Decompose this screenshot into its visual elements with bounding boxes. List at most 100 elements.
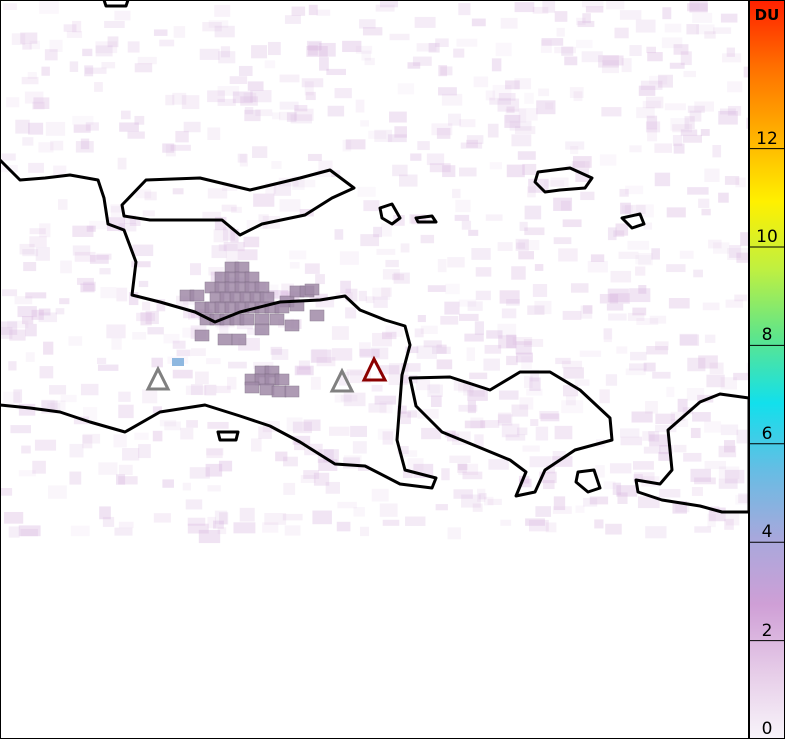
background-pixel xyxy=(501,308,517,319)
background-pixel xyxy=(447,257,465,268)
background-pixel xyxy=(119,122,139,132)
background-pixel xyxy=(587,260,608,273)
background-pixel xyxy=(300,475,316,484)
background-pixel xyxy=(397,411,418,418)
background-pixel xyxy=(172,340,186,349)
background-pixel xyxy=(605,523,622,535)
background-pixel xyxy=(511,134,532,147)
background-pixel xyxy=(706,374,725,388)
volcano-triangle-icon[interactable] xyxy=(329,367,355,393)
background-pixel xyxy=(509,120,532,131)
background-pixel xyxy=(123,214,136,224)
background-pixel xyxy=(303,419,321,431)
background-pixel xyxy=(363,200,380,212)
background-pixel xyxy=(682,134,702,143)
background-pixel xyxy=(564,56,578,66)
background-pixel xyxy=(7,320,29,329)
background-pixel xyxy=(692,412,711,422)
background-pixel xyxy=(306,45,328,57)
background-pixel xyxy=(8,526,20,538)
background-pixel xyxy=(487,123,499,138)
background-pixel xyxy=(159,419,177,427)
background-pixel xyxy=(466,139,478,148)
background-pixel xyxy=(75,141,94,153)
background-pixel xyxy=(700,129,710,136)
background-pixel xyxy=(458,299,477,307)
background-pixel xyxy=(643,222,653,230)
background-pixel xyxy=(186,420,198,428)
background-pixel xyxy=(723,440,736,453)
background-pixel xyxy=(122,448,140,461)
background-pixel xyxy=(147,327,164,335)
background-pixel xyxy=(371,347,389,360)
background-pixel xyxy=(505,434,526,441)
background-pixel xyxy=(438,87,457,96)
coast-kangean xyxy=(533,166,594,194)
coast-islet-2 xyxy=(414,214,438,224)
background-pixel xyxy=(393,272,410,284)
background-pixel xyxy=(655,341,669,351)
background-pixel xyxy=(325,481,340,494)
background-pixel xyxy=(68,336,83,346)
background-pixel xyxy=(452,188,461,199)
map-canvas xyxy=(0,0,749,739)
background-pixel xyxy=(18,470,36,477)
background-pixel xyxy=(512,337,533,345)
background-pixel xyxy=(392,164,408,177)
background-pixel xyxy=(237,153,247,163)
background-pixel xyxy=(326,68,347,76)
background-pixel xyxy=(213,520,224,529)
coastlines xyxy=(0,0,749,514)
background-pixel xyxy=(497,242,513,251)
background-pixel xyxy=(378,365,400,375)
background-pixel xyxy=(360,234,380,247)
background-pixel xyxy=(412,56,432,66)
background-pixel xyxy=(41,66,50,76)
background-pixel xyxy=(45,121,66,136)
background-pixel xyxy=(565,141,585,150)
background-pixel xyxy=(57,199,68,210)
background-pixel xyxy=(47,402,61,411)
coast-islet-5 xyxy=(102,0,130,8)
colorbar-tick-label: 10 xyxy=(756,227,778,247)
background-pixel xyxy=(647,52,663,62)
background-pixel xyxy=(529,377,541,391)
background-pixel xyxy=(98,462,118,475)
background-pixel xyxy=(545,102,554,110)
background-pixel xyxy=(550,177,569,187)
background-pixel xyxy=(704,334,716,343)
background-pixel xyxy=(516,242,526,249)
background-pixel xyxy=(598,55,619,68)
plume-cell xyxy=(244,271,260,284)
background-pixel xyxy=(89,220,112,230)
active-volcano-triangle-icon[interactable] xyxy=(361,355,388,382)
background-pixel xyxy=(374,129,393,142)
background-pixel xyxy=(198,529,221,544)
background-pixel xyxy=(649,75,668,85)
background-pixel xyxy=(528,519,549,532)
background-pixel xyxy=(552,506,572,514)
background-pixel xyxy=(271,349,289,360)
background-pixel xyxy=(746,117,749,129)
background-pixel xyxy=(442,165,456,178)
background-pixel xyxy=(80,383,99,396)
background-pixel xyxy=(371,488,389,502)
background-pixel xyxy=(63,24,77,32)
background-pixel xyxy=(387,134,407,143)
plume-cell xyxy=(254,323,270,336)
background-pixel xyxy=(205,463,223,477)
background-pixel xyxy=(467,301,483,311)
background-pixel xyxy=(651,248,660,260)
background-pixel xyxy=(206,358,221,365)
background-pixel xyxy=(718,192,729,203)
background-pixel xyxy=(84,65,94,77)
background-pixel xyxy=(638,253,653,266)
background-pixel xyxy=(541,38,564,46)
background-pixel xyxy=(436,344,447,354)
background-pixel xyxy=(436,127,451,139)
background-pixel xyxy=(381,331,397,340)
volcano-triangle-icon[interactable] xyxy=(145,365,171,391)
background-pixel xyxy=(724,518,734,530)
background-pixel xyxy=(423,340,442,348)
background-pixel xyxy=(279,199,301,212)
